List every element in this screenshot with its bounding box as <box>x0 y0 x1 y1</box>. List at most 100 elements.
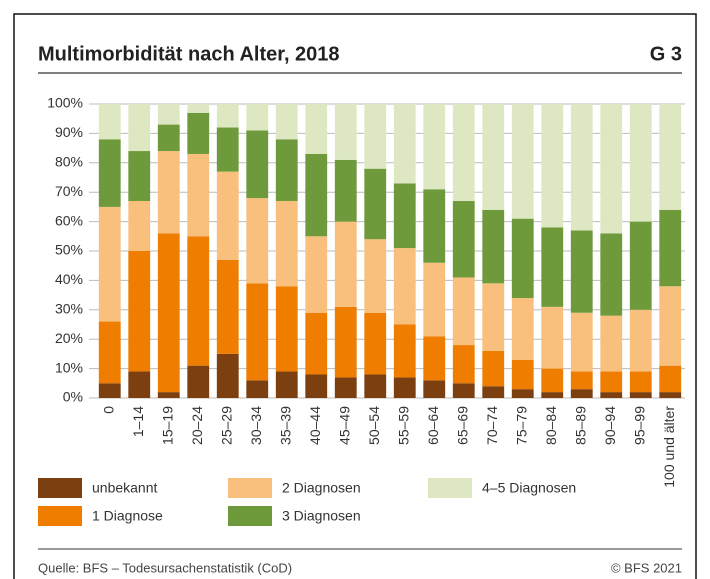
bar-segment <box>157 233 180 393</box>
x-tick-label: 25–29 <box>218 406 234 445</box>
bar-segment <box>128 371 151 398</box>
bar-segment <box>452 277 475 346</box>
bar-segment <box>659 209 682 287</box>
y-tick-label: 30% <box>55 301 83 317</box>
bar-segment <box>246 198 269 284</box>
bar-segment <box>629 221 652 310</box>
bar-segment <box>128 201 151 251</box>
x-tick-label: 50–54 <box>366 406 382 445</box>
bar-segment <box>246 283 269 381</box>
bar-segment <box>629 309 652 372</box>
legend-label: 1 Diagnose <box>92 508 163 524</box>
bar-segment <box>187 236 210 366</box>
bar-segment <box>600 315 623 372</box>
bar-segment <box>275 201 298 287</box>
x-tick-label: 85–89 <box>572 406 588 445</box>
bar-segment <box>305 374 328 398</box>
x-tick-label: 65–69 <box>454 406 470 445</box>
bar-segment <box>275 371 298 398</box>
chart-title: Multimorbidität nach Alter, 2018 <box>38 43 340 65</box>
bar-segment <box>423 380 446 398</box>
bar-segment <box>364 312 387 375</box>
bar-segment <box>364 168 387 240</box>
bar-segment <box>570 104 593 231</box>
x-tick-label: 100 und älter <box>661 406 677 488</box>
bar-segment <box>364 104 387 169</box>
bar-segment <box>275 286 298 372</box>
bar-segment <box>541 368 564 393</box>
bar-segment <box>128 251 151 372</box>
bar-segment <box>334 377 357 398</box>
bar-segment <box>305 312 328 375</box>
bar-segment <box>541 227 564 307</box>
bar-segment <box>364 374 387 398</box>
bar-segment <box>98 321 121 384</box>
bar-segment <box>393 183 416 249</box>
bar-segment <box>511 298 534 360</box>
bar-segment <box>216 353 239 398</box>
bar-segment <box>216 259 239 354</box>
bar-segment <box>482 209 505 284</box>
bar-segment <box>541 306 564 369</box>
bar-segment <box>334 159 357 222</box>
bar-segment <box>128 151 151 202</box>
bar-segment <box>364 239 387 313</box>
bar-segment <box>541 392 564 398</box>
bar-segment <box>393 248 416 325</box>
bar-segment <box>246 104 269 131</box>
x-tick-label: 15–19 <box>159 406 175 445</box>
legend-label: 2 Diagnosen <box>282 480 361 496</box>
bar-segment <box>452 383 475 398</box>
bar-segment <box>482 386 505 398</box>
bar-segment <box>246 380 269 398</box>
copyright: © BFS 2021 <box>611 560 682 575</box>
bar-segment <box>334 104 357 160</box>
x-tick-label: 20–24 <box>189 406 205 445</box>
bar-segment <box>600 104 623 234</box>
bar-segment <box>187 104 210 113</box>
bar-segment <box>482 350 505 387</box>
bar-segment <box>482 283 505 351</box>
bar-segment <box>157 104 180 125</box>
bar-segment <box>482 104 505 210</box>
legend-swatch <box>428 478 472 498</box>
bar-segment <box>187 153 210 237</box>
x-tick-label: 55–59 <box>395 406 411 445</box>
bar-segment <box>541 104 564 228</box>
bar-segment <box>334 306 357 378</box>
bar-segment <box>423 104 446 190</box>
x-tick-label: 70–74 <box>484 406 500 445</box>
legend-swatch <box>38 478 82 498</box>
bar-segment <box>157 124 180 152</box>
y-tick-label: 70% <box>55 183 83 199</box>
bar-segment <box>98 139 121 207</box>
x-tick-label: 40–44 <box>307 406 323 445</box>
bar-segment <box>423 336 446 381</box>
bar-segment <box>452 345 475 384</box>
bar-segment <box>305 153 328 237</box>
bar-segment <box>511 104 534 219</box>
y-tick-label: 50% <box>55 242 83 258</box>
legend-label: 4–5 Diagnosen <box>482 480 576 496</box>
bar-segment <box>600 233 623 316</box>
bar-segment <box>157 392 180 398</box>
y-tick-label: 80% <box>55 154 83 170</box>
x-tick-label: 60–64 <box>425 406 441 445</box>
bar-segment <box>570 389 593 398</box>
x-tick-label: 35–39 <box>277 406 293 445</box>
bar-segment <box>246 130 269 199</box>
x-tick-label: 75–79 <box>513 406 529 445</box>
bar-segment <box>511 389 534 398</box>
y-tick-label: 100% <box>47 95 83 111</box>
x-tick-label: 1–14 <box>130 406 146 437</box>
bar-segment <box>452 201 475 278</box>
y-tick-label: 60% <box>55 212 83 228</box>
x-tick-label: 80–84 <box>543 406 559 445</box>
bar-segment <box>600 392 623 398</box>
bar-segment <box>452 104 475 202</box>
bar-segment <box>216 104 239 128</box>
bar-segment <box>629 104 652 222</box>
bar-segment <box>659 286 682 366</box>
y-tick-label: 40% <box>55 271 83 287</box>
